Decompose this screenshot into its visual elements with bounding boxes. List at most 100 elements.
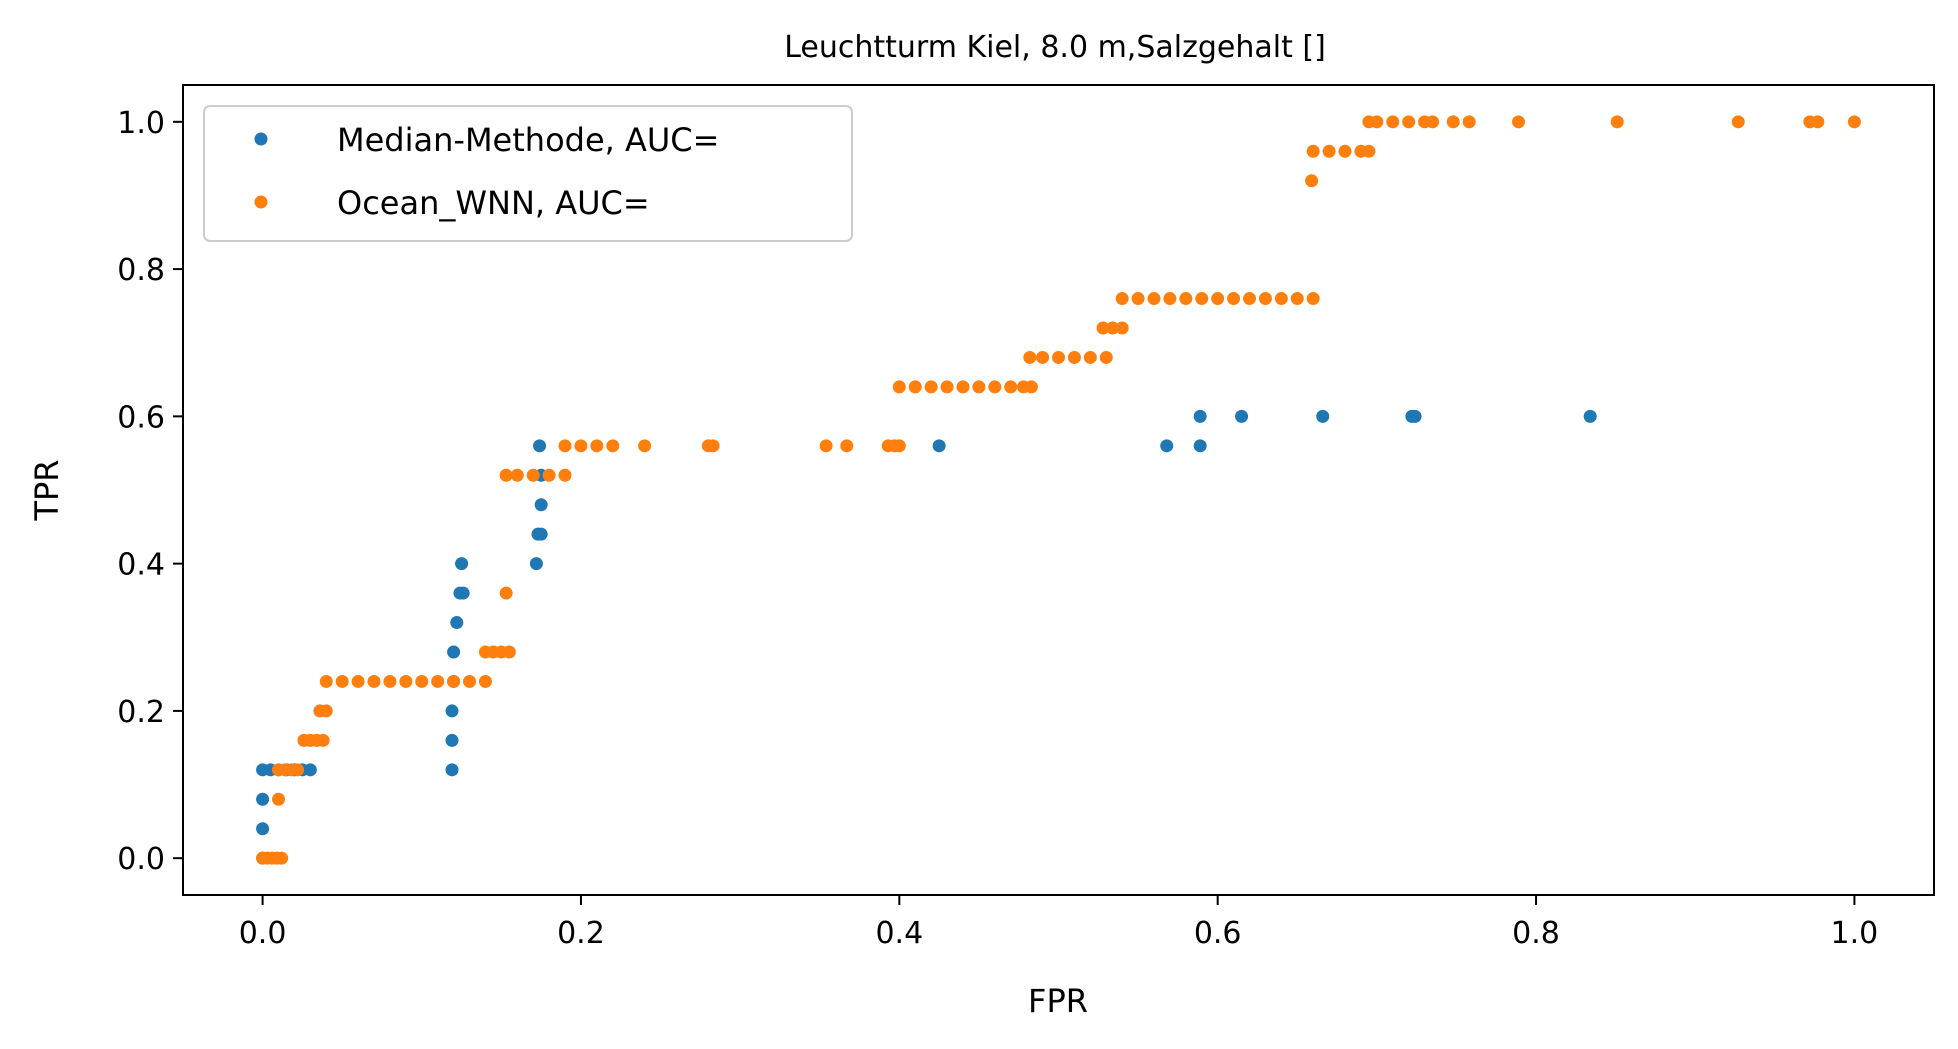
x-tick-label: 0.2 (557, 916, 605, 951)
data-point (1179, 292, 1193, 306)
data-point (1096, 321, 1110, 335)
series-median-methode (256, 409, 1597, 865)
data-point (1024, 380, 1038, 394)
x-axis: 0.0 0.2 0.4 0.6 0.8 1.0 (239, 895, 1879, 951)
data-point (1193, 409, 1207, 423)
y-tick-label: 0.8 (117, 253, 165, 288)
data-point (1115, 321, 1129, 335)
data-point (1099, 350, 1113, 364)
plot-frame (182, 84, 1935, 896)
data-point (502, 645, 516, 659)
data-point (819, 439, 833, 453)
data-point (1316, 409, 1330, 423)
data-point (590, 439, 604, 453)
data-point (1067, 350, 1081, 364)
data-point (534, 527, 548, 541)
data-point (1512, 115, 1526, 129)
data-point (256, 822, 270, 836)
data-point (526, 468, 540, 482)
data-point (1036, 350, 1050, 364)
y-tick-label: 1.0 (117, 106, 165, 141)
x-tick-label: 0.0 (239, 916, 287, 951)
data-point (1290, 292, 1304, 306)
data-point (638, 439, 652, 453)
data-point (1211, 292, 1225, 306)
legend: Median-Methode, AUC= Ocean_WNN, AUC= (203, 105, 853, 242)
data-point (529, 557, 543, 571)
y-tick-label: 0.6 (117, 400, 165, 435)
data-point (988, 380, 1002, 394)
data-point (1160, 439, 1174, 453)
data-point (558, 439, 572, 453)
data-point (319, 704, 333, 718)
data-point (972, 380, 986, 394)
data-point (399, 674, 413, 688)
data-point (445, 704, 459, 718)
data-point (1306, 292, 1320, 306)
data-point (908, 380, 922, 394)
data-point (892, 380, 906, 394)
x-axis-label: FPR (1028, 982, 1088, 1020)
data-point (932, 439, 946, 453)
y-tick-label: 0.2 (117, 695, 165, 730)
data-point (1235, 409, 1249, 423)
data-point (533, 439, 547, 453)
data-point (499, 586, 513, 600)
data-point (1462, 115, 1476, 129)
data-point (415, 674, 429, 688)
data-point (272, 792, 286, 806)
data-point (335, 674, 349, 688)
data-point (1583, 409, 1597, 423)
series-ocean-wnn (256, 115, 1861, 865)
data-point (1338, 144, 1352, 158)
legend-marker-median (254, 132, 268, 146)
data-point (706, 439, 720, 453)
data-point (1004, 380, 1018, 394)
data-point (1731, 115, 1745, 129)
data-point (291, 763, 305, 777)
x-tick-label: 1.0 (1831, 916, 1879, 951)
data-point (447, 645, 461, 659)
data-points (256, 115, 1861, 865)
data-point (510, 468, 524, 482)
data-point (606, 439, 620, 453)
data-point (1195, 292, 1209, 306)
data-point (924, 380, 938, 394)
legend-label-ocean-wnn: Ocean_WNN, AUC= (337, 184, 650, 222)
y-tick-label: 0.0 (117, 842, 165, 877)
data-point (1147, 292, 1161, 306)
data-point (1446, 115, 1460, 129)
data-point (1193, 439, 1207, 453)
data-point (1023, 350, 1037, 364)
data-point (478, 674, 492, 688)
y-axis: 0.0 0.2 0.4 0.6 0.8 1.0 (117, 106, 183, 877)
data-point (956, 380, 970, 394)
y-tick-label: 0.4 (117, 548, 165, 583)
legend-box (203, 105, 853, 242)
data-point (534, 498, 548, 512)
data-point (383, 674, 397, 688)
data-point (499, 468, 513, 482)
x-tick-label: 0.4 (875, 916, 923, 951)
data-point (1306, 144, 1320, 158)
data-point (558, 468, 572, 482)
data-point (1052, 350, 1065, 364)
x-tick-label: 0.6 (1194, 916, 1242, 951)
data-point (1322, 144, 1336, 158)
data-point (1386, 115, 1400, 129)
data-point (1274, 292, 1288, 306)
data-point (455, 557, 469, 571)
data-point (1227, 292, 1241, 306)
data-point (351, 674, 365, 688)
data-point (316, 733, 330, 747)
data-point (1362, 144, 1376, 158)
data-point (542, 468, 556, 482)
data-point (840, 439, 854, 453)
data-point (1305, 174, 1319, 188)
data-point (1811, 115, 1825, 129)
data-point (456, 586, 470, 600)
data-point (367, 674, 381, 688)
data-point (445, 763, 459, 777)
data-point (1610, 115, 1624, 129)
